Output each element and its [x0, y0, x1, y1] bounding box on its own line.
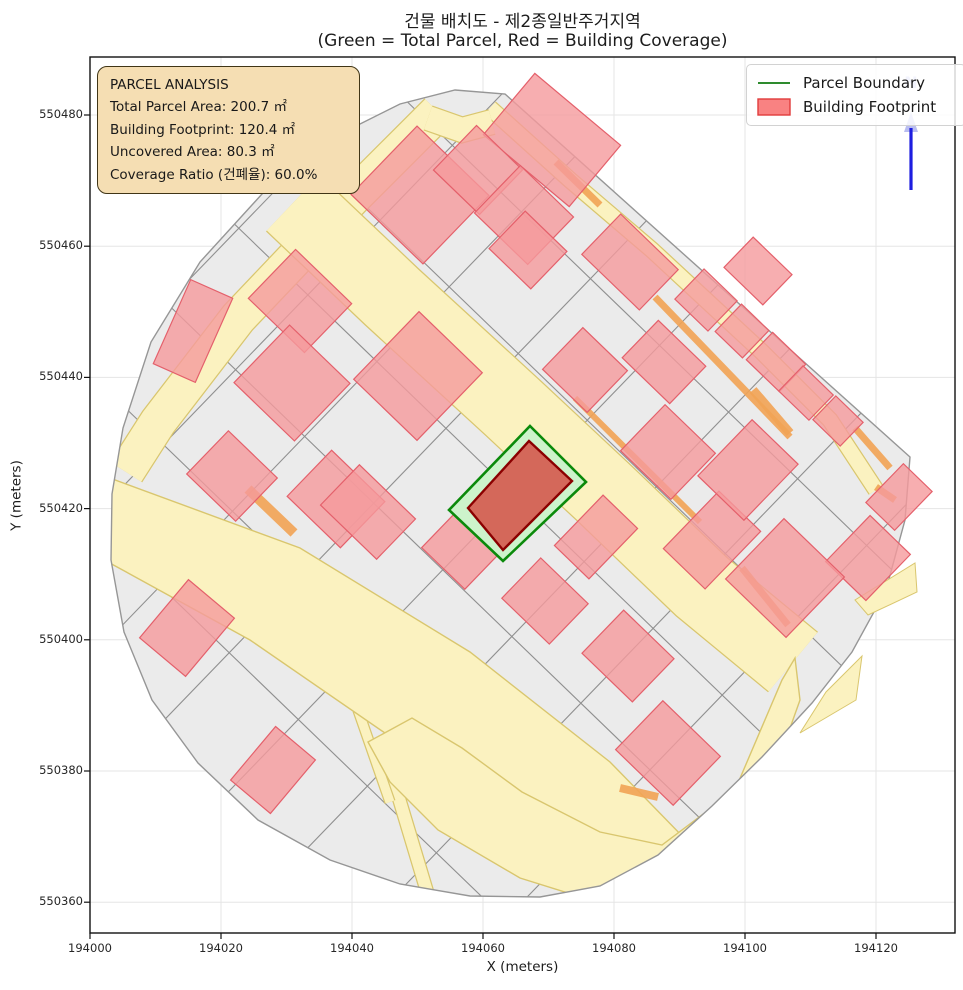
- road-accent-orange: [619, 784, 659, 801]
- building-footprint: [812, 395, 864, 447]
- infobox-line: Total Parcel Area: 200.7 ㎡: [110, 99, 287, 116]
- y-tick-label: 550380: [39, 763, 83, 777]
- chart-subtitle: (Green = Total Parcel, Red = Building Co…: [317, 31, 728, 51]
- highlight-building-footprint: [466, 439, 574, 552]
- y-tick-label: 550400: [39, 631, 83, 646]
- building-footprint: [352, 310, 484, 442]
- x-tick-label: 194020: [199, 941, 243, 955]
- x-tick-label: 194120: [854, 941, 898, 955]
- x-tick-label: 194060: [461, 941, 505, 955]
- road-polygon: [266, 175, 818, 692]
- parcel-analysis-box: PARCEL ANALYSIS Total Parcel Area: 200.7…: [97, 66, 360, 195]
- x-axis-label: X (meters): [486, 959, 559, 975]
- building-footprint: [614, 699, 722, 807]
- legend-label: Parcel Boundary: [803, 74, 926, 92]
- chart-title: 건물 배치도 - 제2종일반주거지역: [404, 12, 641, 32]
- parcel-boundary-line-icon: [755, 80, 793, 86]
- building-footprint: [714, 303, 770, 359]
- building-footprint: [580, 213, 680, 311]
- road-sliver: [799, 654, 863, 734]
- road-accent-orange: [749, 387, 794, 436]
- building-footprint: [697, 418, 799, 522]
- building-footprint: [724, 517, 846, 639]
- building-footprint: [488, 210, 568, 290]
- building-footprint: [824, 514, 912, 602]
- parcel-base-outline: [110, 89, 911, 898]
- building-footprint: [541, 326, 629, 414]
- building-footprint: [553, 494, 639, 580]
- building-footprint: [319, 463, 417, 561]
- y-axis-label: Y (meters): [8, 460, 25, 531]
- y-tick-label: 550480: [39, 107, 83, 121]
- legend-label: Building Footprint: [803, 98, 937, 116]
- building-footprint: [152, 278, 234, 384]
- road-accent-orange: [852, 425, 893, 471]
- building-footprint: [500, 557, 590, 645]
- infobox-line: Coverage Ratio (건폐율): 60.0%: [110, 166, 318, 183]
- x-tick-label: 194040: [330, 941, 374, 955]
- building-footprint: [229, 725, 317, 815]
- x-tick-label: 194080: [592, 941, 636, 955]
- y-tick-label: 550420: [39, 500, 83, 515]
- road-polygon: [424, 106, 496, 143]
- parcel-boundary-line: [291, 248, 910, 897]
- building-footprint: [777, 364, 835, 422]
- building-footprint: [185, 429, 279, 523]
- building-footprint-patch-icon: [755, 98, 793, 116]
- plot-border: [89, 56, 956, 934]
- infobox-line: PARCEL ANALYSIS: [110, 77, 229, 93]
- building-footprint: [247, 248, 353, 354]
- y-tick-label: 550440: [39, 369, 83, 384]
- building-footprint: [619, 403, 717, 501]
- building-footprint: [233, 324, 351, 442]
- building-footprint: [138, 578, 236, 678]
- y-tick-label: 550360: [39, 894, 83, 909]
- infobox-line: Uncovered Area: 80.3 ㎡: [110, 144, 275, 161]
- x-tick-label: 194000: [68, 941, 112, 955]
- building-footprint: [674, 268, 738, 332]
- legend-item-parcel-boundary: Parcel Boundary: [755, 71, 957, 95]
- legend: Parcel Boundary Building Footprint: [746, 64, 963, 126]
- road-polygon: [353, 708, 395, 804]
- parcel-boundary-line: [222, 182, 910, 897]
- building-footprint: [621, 319, 707, 405]
- legend-item-building-footprint: Building Footprint: [755, 95, 957, 119]
- y-tick-label: 550460: [39, 238, 83, 253]
- x-tick-label: 194100: [723, 941, 767, 955]
- parcel-boundary-line: [111, 288, 745, 897]
- building-footprint: [865, 462, 933, 532]
- infobox-line: Building Footprint: 120.4 ㎡: [110, 121, 296, 138]
- building-footprint: [723, 236, 793, 306]
- building-footprint: [581, 609, 675, 703]
